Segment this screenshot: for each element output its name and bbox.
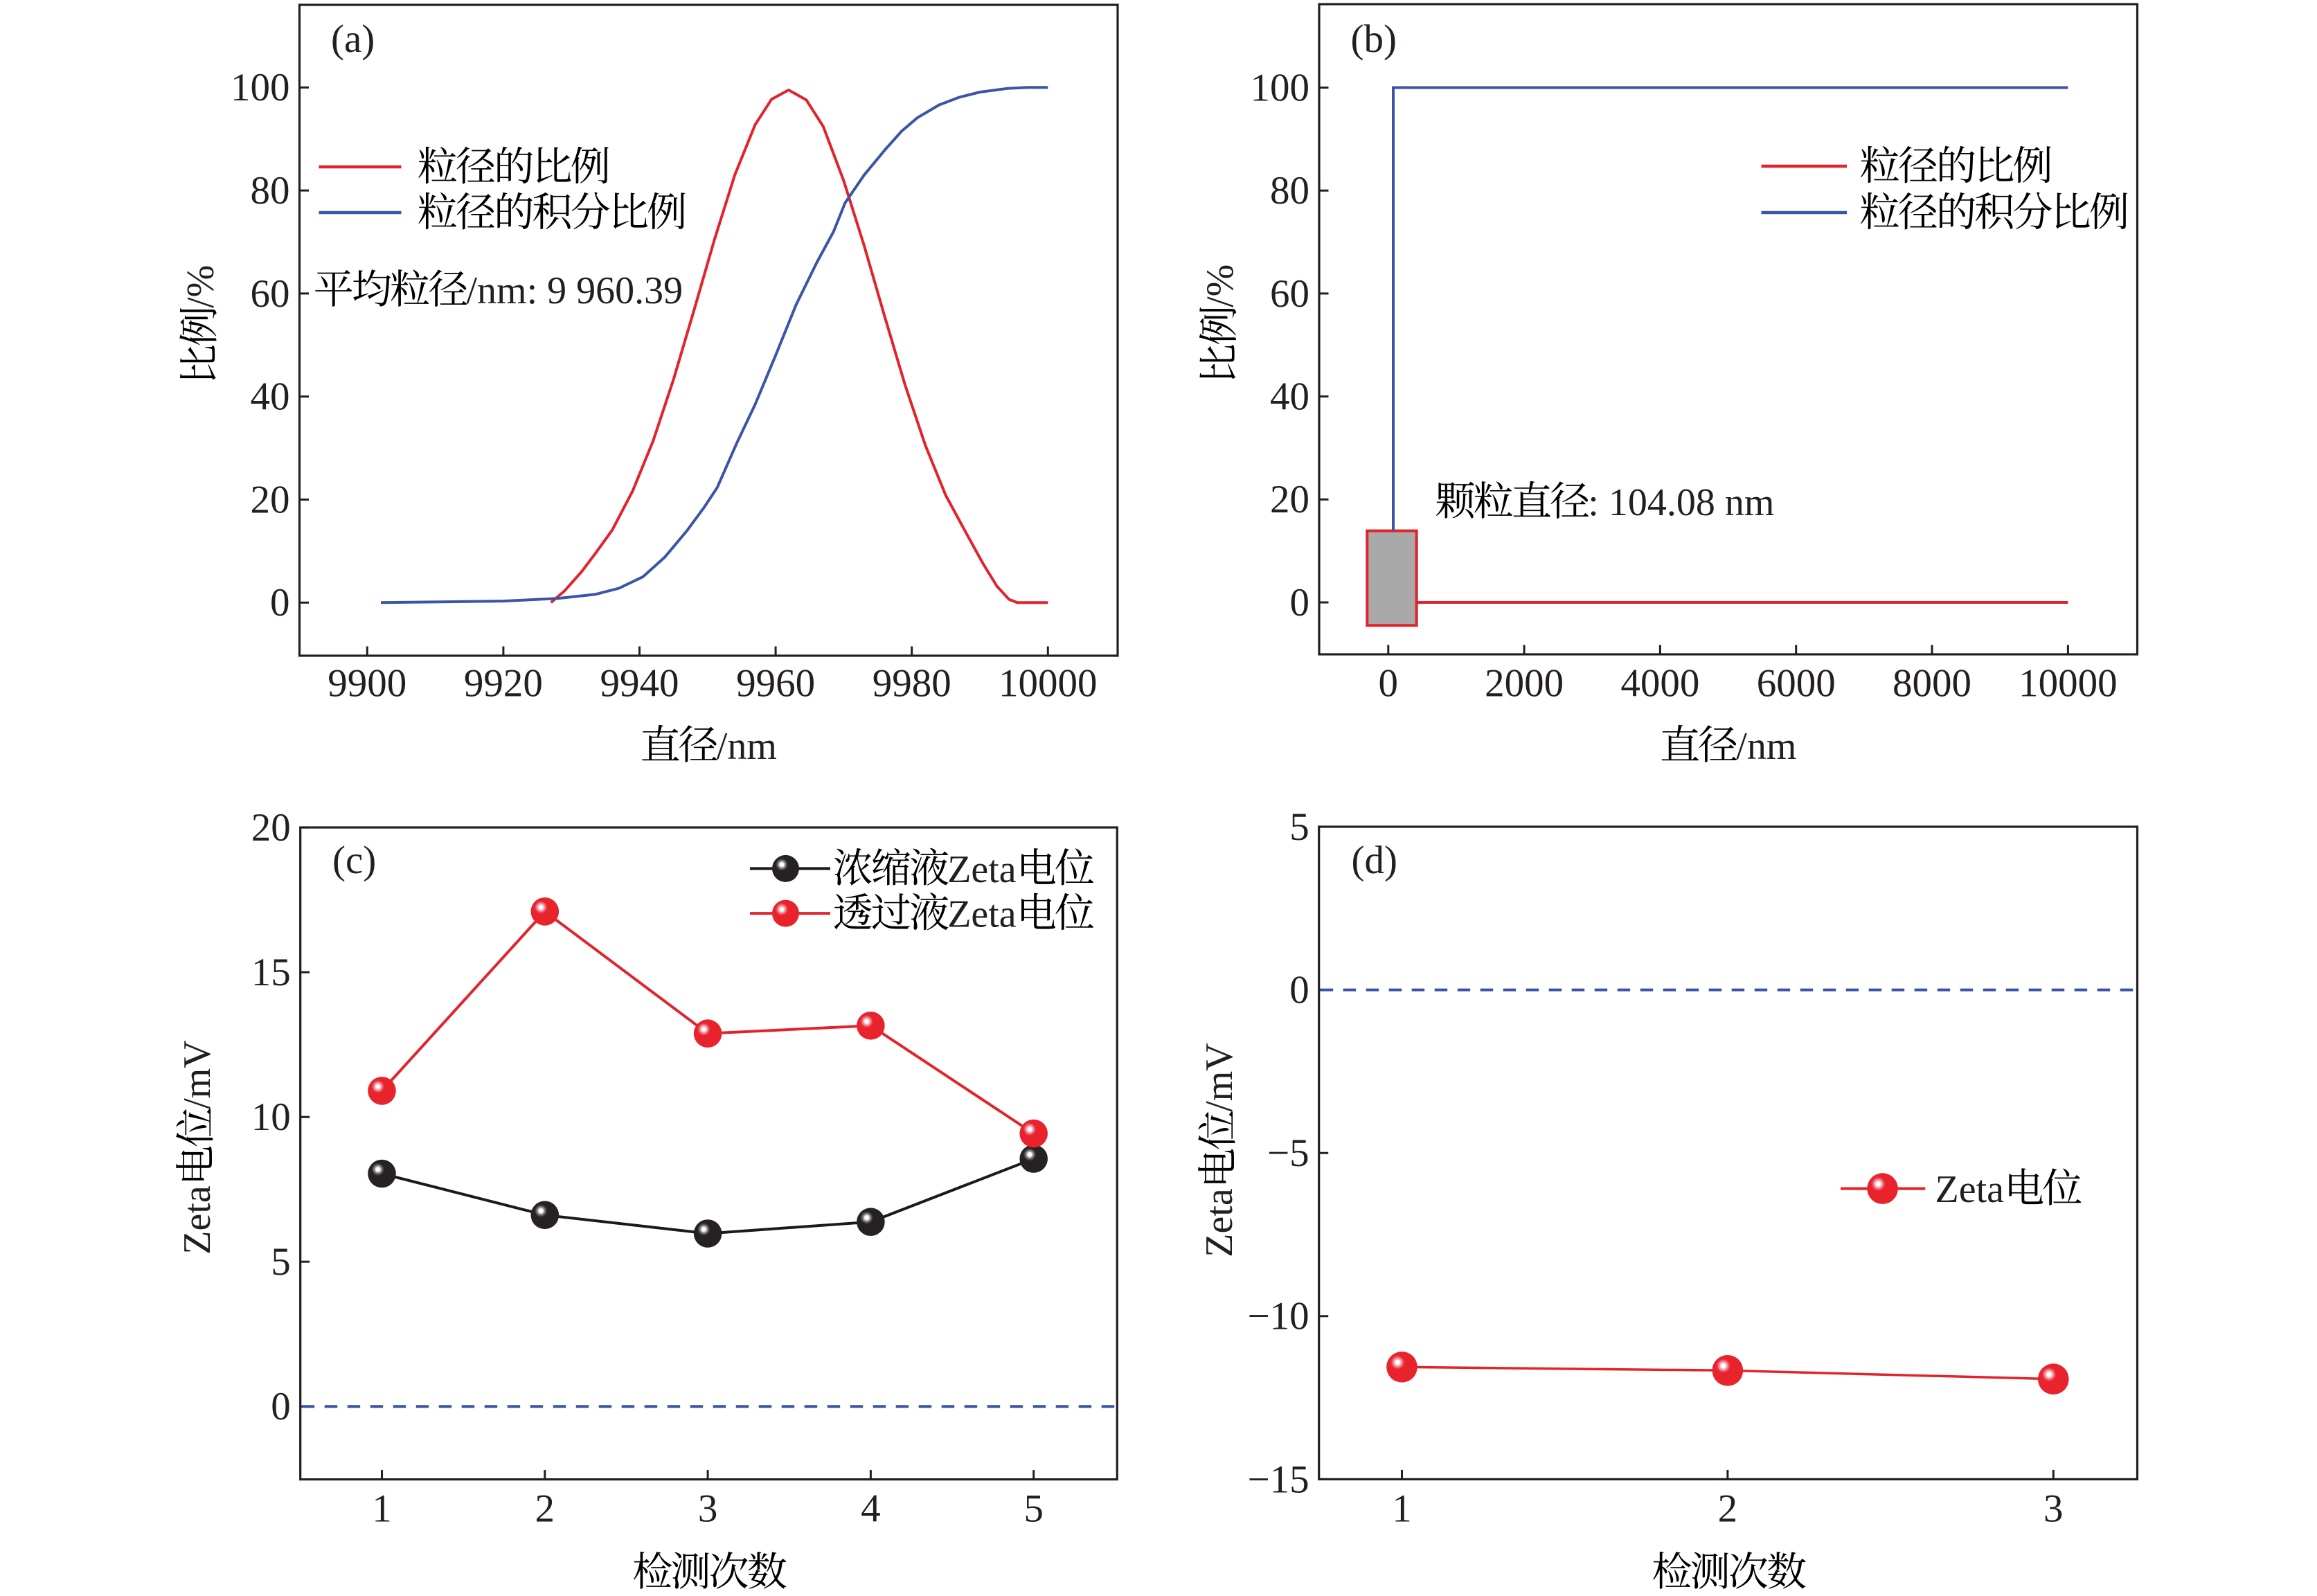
svg-text:Zeta: Zeta: [947, 848, 1017, 891]
svg-text:20: 20: [1270, 478, 1309, 521]
svg-text:2: 2: [1718, 1487, 1738, 1530]
svg-text:: 104.08 nm: : 104.08 nm: [1588, 481, 1774, 524]
svg-text:Zeta: Zeta: [1198, 1188, 1241, 1257]
svg-text:9980: 9980: [873, 661, 951, 705]
svg-text:15: 15: [251, 951, 291, 994]
svg-text:/mV: /mV: [176, 1040, 219, 1109]
svg-text:/nm: /nm: [1736, 725, 1796, 768]
svg-text:3: 3: [698, 1487, 718, 1530]
svg-text:5: 5: [1289, 805, 1309, 849]
svg-text:4: 4: [861, 1487, 881, 1530]
svg-text:/nm: /nm: [717, 725, 777, 768]
svg-text:Zeta: Zeta: [176, 1185, 219, 1255]
svg-text:/%: /%: [179, 265, 222, 308]
svg-text:−5: −5: [1267, 1131, 1309, 1175]
svg-text:100: 100: [1251, 66, 1310, 109]
svg-text:80: 80: [1270, 169, 1309, 213]
svg-text:/mV: /mV: [1198, 1043, 1241, 1112]
svg-text:3: 3: [2043, 1487, 2064, 1530]
svg-text:9940: 9940: [600, 661, 679, 705]
svg-text:(a): (a): [331, 17, 375, 61]
svg-text:9900: 9900: [328, 661, 406, 705]
svg-text:0: 0: [271, 1385, 291, 1428]
svg-text:40: 40: [251, 375, 290, 419]
svg-text:10000: 10000: [999, 661, 1098, 705]
svg-text:(d): (d): [1352, 839, 1397, 882]
svg-text:5: 5: [271, 1240, 291, 1284]
svg-text:10000: 10000: [2019, 661, 2118, 705]
svg-text:2000: 2000: [1485, 661, 1564, 705]
svg-text:0: 0: [1289, 969, 1309, 1012]
svg-text:−10: −10: [1248, 1295, 1309, 1338]
svg-text:0: 0: [1379, 661, 1399, 705]
svg-text:0: 0: [1290, 581, 1310, 625]
svg-text:−15: −15: [1248, 1458, 1309, 1501]
svg-text:80: 80: [251, 169, 290, 213]
svg-text:60: 60: [251, 272, 290, 316]
svg-text:6000: 6000: [1757, 661, 1836, 705]
svg-text:8000: 8000: [1893, 661, 1971, 705]
svg-text:/nm: 9 960.39: /nm: 9 960.39: [467, 269, 683, 312]
svg-text:20: 20: [251, 478, 290, 521]
svg-text:/%: /%: [1199, 264, 1242, 307]
svg-text:1: 1: [372, 1487, 392, 1530]
svg-text:10: 10: [251, 1095, 291, 1139]
svg-text:4000: 4000: [1620, 661, 1699, 705]
svg-text:9920: 9920: [464, 661, 543, 705]
svg-text:60: 60: [1270, 272, 1309, 316]
svg-text:Zeta: Zeta: [947, 893, 1017, 936]
svg-text:(c): (c): [332, 839, 376, 882]
svg-text:20: 20: [251, 806, 291, 850]
svg-text:100: 100: [231, 66, 290, 109]
svg-text:9960: 9960: [736, 661, 815, 705]
svg-text:1: 1: [1392, 1487, 1412, 1530]
svg-text:(b): (b): [1351, 17, 1397, 61]
svg-text:40: 40: [1270, 375, 1309, 419]
svg-text:0: 0: [270, 581, 290, 625]
svg-text:Zeta: Zeta: [1935, 1168, 2005, 1211]
svg-text:5: 5: [1023, 1487, 1044, 1530]
svg-text:2: 2: [535, 1487, 555, 1530]
